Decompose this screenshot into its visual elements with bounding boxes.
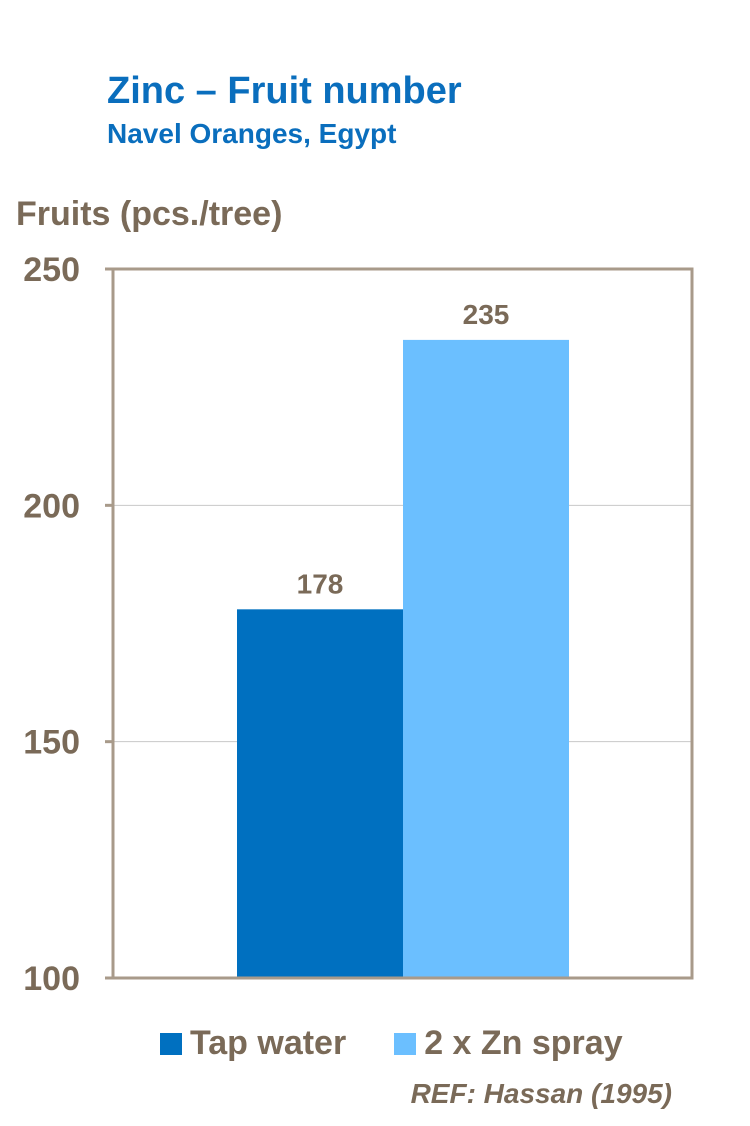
y-tick-label-200: 200	[23, 487, 80, 525]
y-tick-label-250: 250	[23, 251, 80, 289]
data-label-1: 235	[463, 299, 510, 330]
reference-note: REF: Hassan (1995)	[410, 1078, 672, 1109]
legend-swatch-zn-spray	[394, 1032, 417, 1055]
legend-swatch-tap-water	[160, 1032, 182, 1055]
data-label-0: 178	[297, 568, 344, 599]
y-axis-label: Fruits (pcs./tree)	[16, 195, 283, 233]
y-tick-label-150: 150	[23, 724, 80, 762]
chart-title: Zinc – Fruit number	[107, 70, 462, 112]
bar-tap-water	[237, 609, 403, 978]
legend-label-zn-spray: 2 x Zn spray	[424, 1024, 623, 1062]
chart-subtitle: Navel Oranges, Egypt	[107, 118, 397, 149]
legend-item-tap-water: Tap water	[160, 1024, 346, 1063]
y-tick-label-100: 100	[23, 960, 80, 998]
legend: Tap water 2 x Zn spray	[160, 1024, 671, 1063]
bar-2-x-zn-spray	[403, 339, 569, 978]
legend-item-zn-spray: 2 x Zn spray	[394, 1024, 623, 1063]
legend-label-tap-water: Tap water	[190, 1024, 347, 1062]
plot-frame	[111, 267, 694, 980]
